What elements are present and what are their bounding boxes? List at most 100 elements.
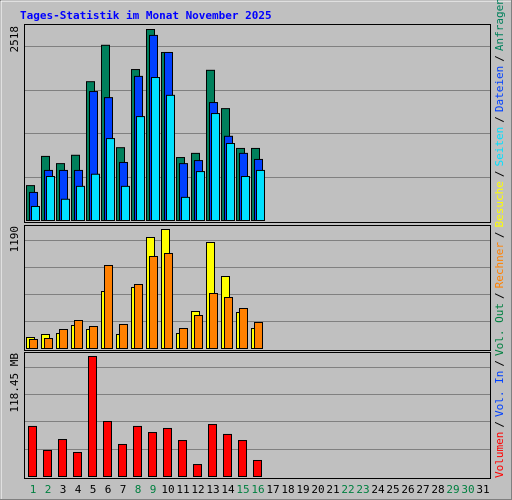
- x-tick-label: 14: [221, 483, 235, 496]
- legend-entry: Besuche: [493, 181, 506, 227]
- bar: [88, 356, 97, 477]
- bar: [239, 308, 248, 349]
- x-tick-label: 8: [135, 483, 142, 496]
- bar: [226, 143, 235, 222]
- bar: [223, 433, 232, 477]
- bar: [31, 205, 40, 222]
- bar: [46, 176, 55, 221]
- x-tick-label: 23: [356, 483, 369, 496]
- x-tick-label: 12: [191, 483, 204, 496]
- bar: [238, 440, 247, 478]
- x-tick-label: 15: [236, 483, 249, 496]
- legend: Volumen / Vol. In / Vol. Out / Rechner / Besuche…: [493, 0, 506, 478]
- x-tick-label: 28: [431, 483, 444, 496]
- legend-entry: Vol. In: [493, 371, 506, 417]
- legend-separator: /: [493, 116, 506, 123]
- bar: [119, 324, 128, 349]
- bar: [44, 338, 53, 349]
- plot-area: [24, 352, 491, 479]
- x-tick-label: 27: [416, 483, 429, 496]
- x-tick-label: 9: [150, 483, 157, 496]
- bar: [164, 253, 173, 349]
- x-tick-label: 18: [281, 483, 294, 496]
- x-tick-label: 25: [386, 483, 399, 496]
- bar: [29, 339, 38, 349]
- x-tick-label: 29: [446, 483, 459, 496]
- bar: [28, 425, 37, 477]
- legend-separator: /: [493, 421, 506, 428]
- bar: [103, 420, 112, 477]
- x-tick-label: 24: [371, 483, 385, 496]
- bar: [91, 173, 100, 222]
- x-tick-label: 4: [75, 483, 82, 496]
- x-tick-label: 5: [90, 483, 97, 496]
- bar: [209, 293, 218, 349]
- bar: [254, 322, 263, 349]
- bar: [121, 185, 130, 222]
- bar: [193, 464, 202, 478]
- legend-separator: /: [493, 292, 506, 299]
- x-tick-label: 3: [60, 483, 67, 496]
- bar: [241, 176, 250, 221]
- legend-separator: /: [493, 360, 506, 367]
- legend-separator: /: [493, 55, 506, 62]
- legend-entry: Vol. Out: [493, 303, 506, 356]
- x-tick-label: 26: [401, 483, 414, 496]
- x-tick-label: 11: [176, 483, 189, 496]
- legend-separator: /: [493, 231, 506, 238]
- bar: [104, 265, 113, 349]
- bar: [149, 256, 158, 349]
- x-tick-label: 10: [161, 483, 174, 496]
- legend-entry: Volumen: [493, 432, 506, 478]
- x-tick-label: 1: [30, 483, 37, 496]
- bar: [59, 329, 68, 349]
- x-tick-label: 31: [476, 483, 489, 496]
- y-tick-label: 2518: [8, 26, 21, 53]
- legend-entry: Dateien: [493, 66, 506, 112]
- x-tick-label: 17: [266, 483, 279, 496]
- bar: [74, 320, 83, 349]
- bar: [148, 432, 157, 477]
- x-tick-label: 2: [45, 483, 52, 496]
- bar: [181, 196, 190, 222]
- bar: [118, 443, 127, 477]
- bar: [211, 113, 220, 221]
- x-tick-label: 19: [296, 483, 309, 496]
- x-tick-label: 30: [461, 483, 474, 496]
- bar: [73, 451, 82, 477]
- bar: [43, 449, 52, 477]
- legend-entry: Rechner: [493, 242, 506, 289]
- bar: [133, 425, 142, 477]
- x-tick-label: 16: [251, 483, 264, 496]
- bar: [61, 198, 70, 222]
- bar: [194, 315, 203, 349]
- bar: [151, 77, 160, 221]
- bar: [58, 439, 67, 477]
- legend-entry: Seiten: [493, 127, 506, 167]
- bar: [76, 185, 85, 222]
- bar: [179, 328, 188, 349]
- x-tick-label: 21: [326, 483, 339, 496]
- bar: [166, 94, 175, 221]
- bar: [178, 440, 187, 478]
- bar: [208, 424, 217, 478]
- legend-entry: Anfragen: [493, 0, 506, 51]
- bar: [253, 459, 262, 478]
- x-tick-label: 6: [105, 483, 112, 496]
- bar: [136, 116, 145, 221]
- bar: [196, 171, 205, 221]
- x-tick-label: 22: [341, 483, 354, 496]
- x-tick-label: 20: [311, 483, 324, 496]
- y-tick-label: 118.45 MB: [8, 353, 21, 413]
- bar: [163, 427, 172, 477]
- chart-title: Tages-Statistik im Monat November 2025: [20, 9, 272, 22]
- y-tick-label: 1190: [8, 226, 21, 253]
- bar: [89, 326, 98, 349]
- x-tick-label: 7: [120, 483, 127, 496]
- bar: [106, 138, 115, 221]
- bar: [224, 297, 233, 349]
- bar: [134, 284, 143, 349]
- bar: [256, 169, 265, 222]
- x-tick-label: 13: [206, 483, 219, 496]
